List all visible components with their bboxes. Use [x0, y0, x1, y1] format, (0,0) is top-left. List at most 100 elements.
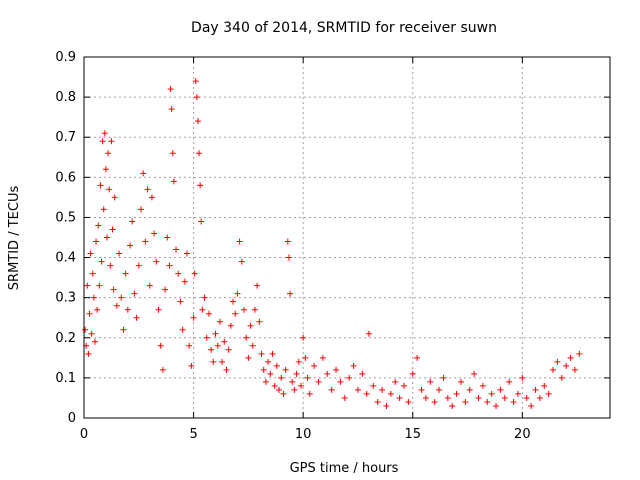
data-point — [497, 386, 504, 393]
data-point — [558, 374, 565, 381]
data-point — [457, 378, 464, 385]
data-point — [333, 366, 340, 373]
data-point — [289, 378, 296, 385]
data-point — [396, 394, 403, 401]
data-point — [379, 386, 386, 393]
y-tick-label: 0.6 — [55, 170, 76, 185]
x-tick-label: 15 — [404, 427, 421, 442]
data-point — [118, 294, 125, 301]
data-point — [265, 358, 272, 365]
data-point — [536, 394, 543, 401]
y-tick-label: 0 — [68, 411, 76, 426]
data-point — [295, 358, 302, 365]
y-tick-label: 0.4 — [55, 251, 76, 266]
data-point — [304, 374, 311, 381]
data-point — [227, 322, 234, 329]
data-point — [105, 150, 112, 157]
data-point — [302, 354, 309, 361]
data-point — [400, 382, 407, 389]
x-tick-label: 20 — [514, 427, 531, 442]
data-point — [144, 186, 151, 193]
data-point — [280, 390, 287, 397]
data-point — [100, 206, 107, 213]
data-point — [267, 370, 274, 377]
x-tick-label: 5 — [189, 427, 197, 442]
data-point — [374, 398, 381, 405]
data-point — [179, 326, 186, 333]
data-point — [258, 350, 265, 357]
data-point — [214, 342, 221, 349]
data-point — [199, 306, 206, 313]
data-point — [282, 366, 289, 373]
data-point — [175, 270, 182, 277]
data-point — [324, 370, 331, 377]
x-axis-title: GPS time / hours — [290, 461, 399, 476]
data-point — [440, 374, 447, 381]
data-point — [462, 398, 469, 405]
data-point — [124, 306, 131, 313]
data-point — [96, 282, 103, 289]
data-point — [510, 398, 517, 405]
data-point — [106, 186, 113, 193]
data-point — [523, 394, 530, 401]
data-point — [205, 310, 212, 317]
data-point — [133, 314, 140, 321]
data-point — [247, 322, 254, 329]
data-point — [203, 334, 210, 341]
data-point — [392, 378, 399, 385]
data-point — [168, 106, 175, 113]
data-point — [254, 282, 261, 289]
data-point — [108, 138, 115, 145]
data-point — [256, 318, 263, 325]
data-point — [197, 182, 204, 189]
data-points — [82, 78, 583, 409]
data-point — [107, 262, 114, 269]
data-point — [201, 294, 208, 301]
data-point — [506, 378, 513, 385]
data-point — [155, 306, 162, 313]
data-point — [273, 362, 280, 369]
data-point — [129, 218, 136, 225]
data-point — [111, 194, 118, 201]
data-point — [91, 338, 98, 345]
data-point — [162, 286, 169, 293]
data-point — [449, 402, 456, 409]
data-point — [300, 334, 307, 341]
y-tick-label: 0.7 — [55, 130, 76, 145]
data-point — [245, 354, 252, 361]
data-point — [173, 246, 180, 253]
data-point — [370, 382, 377, 389]
data-point — [170, 178, 177, 185]
y-tick-label: 0.9 — [55, 50, 76, 65]
data-point — [166, 262, 173, 269]
data-point — [276, 386, 283, 393]
data-point — [431, 398, 438, 405]
data-point — [383, 402, 390, 409]
data-point — [291, 386, 298, 393]
data-point — [221, 338, 228, 345]
data-point — [177, 298, 184, 305]
data-point — [223, 366, 230, 373]
data-point — [131, 290, 138, 297]
data-point — [181, 278, 188, 285]
data-point — [234, 290, 241, 297]
data-point — [346, 374, 353, 381]
data-point — [90, 294, 97, 301]
data-point — [88, 330, 95, 337]
data-point — [488, 390, 495, 397]
chart-title: Day 340 of 2014, SRMTID for receiver suw… — [191, 20, 497, 36]
data-point — [284, 238, 291, 245]
grid-lines — [84, 57, 610, 418]
data-point — [262, 378, 269, 385]
data-point — [297, 382, 304, 389]
data-point — [225, 346, 232, 353]
data-point — [169, 150, 176, 157]
plot-frame — [83, 56, 611, 419]
data-point — [414, 354, 421, 361]
data-point — [271, 382, 278, 389]
data-point — [153, 258, 160, 265]
data-point — [230, 298, 237, 305]
data-point — [151, 230, 158, 237]
data-point — [571, 366, 578, 373]
data-point — [190, 314, 197, 321]
